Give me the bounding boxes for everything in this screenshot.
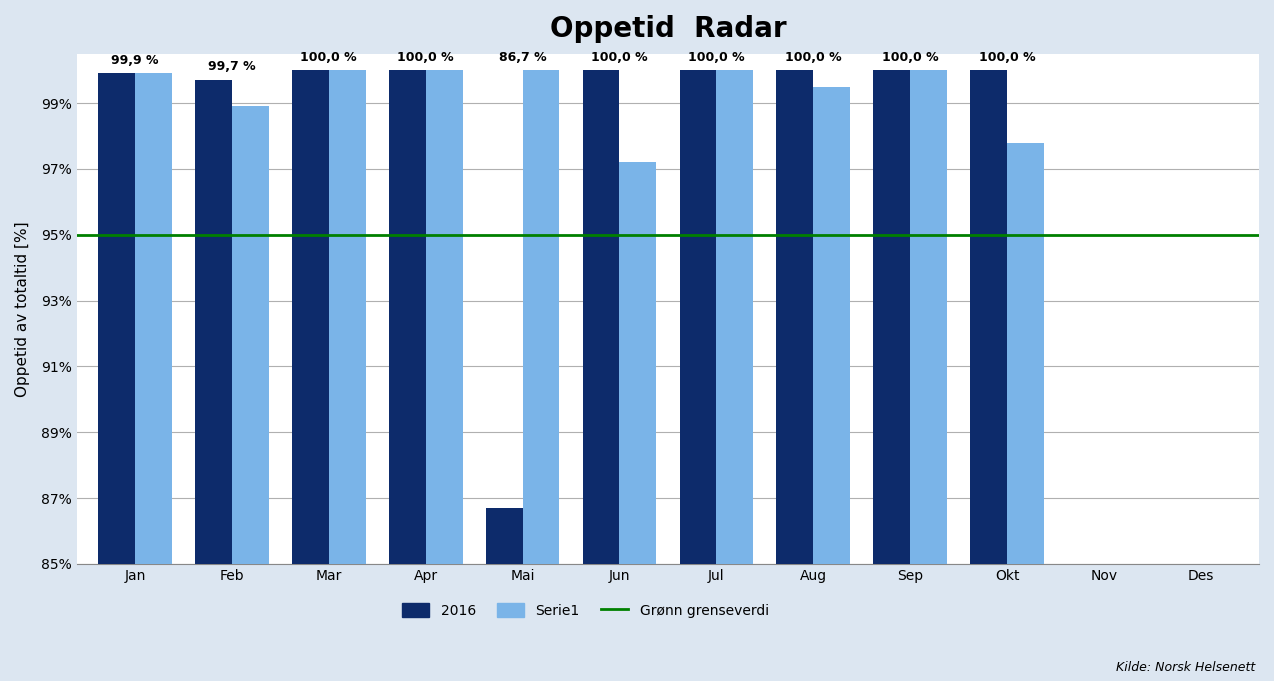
- Bar: [389, 70, 426, 564]
- Bar: [910, 70, 947, 564]
- Text: 100,0 %: 100,0 %: [785, 50, 842, 63]
- Bar: [232, 106, 269, 564]
- Text: 100,0 %: 100,0 %: [591, 50, 647, 63]
- Text: 86,7 %: 86,7 %: [498, 50, 547, 63]
- Text: 100,0 %: 100,0 %: [688, 50, 745, 63]
- Text: 100,0 %: 100,0 %: [301, 50, 357, 63]
- Bar: [971, 70, 1006, 564]
- Bar: [292, 70, 329, 564]
- Bar: [329, 70, 366, 564]
- Text: Kilde: Norsk Helsenett: Kilde: Norsk Helsenett: [1116, 661, 1255, 674]
- Text: 99,7 %: 99,7 %: [208, 61, 256, 74]
- Bar: [874, 70, 910, 564]
- Bar: [426, 70, 462, 564]
- Bar: [582, 70, 619, 564]
- Bar: [522, 70, 559, 564]
- Title: Oppetid  Radar: Oppetid Radar: [549, 15, 786, 43]
- Text: 100,0 %: 100,0 %: [882, 50, 939, 63]
- Bar: [195, 80, 232, 564]
- Legend: 2016, Serie1, Grønn grenseverdi: 2016, Serie1, Grønn grenseverdi: [396, 597, 775, 623]
- Bar: [619, 162, 656, 564]
- Bar: [776, 70, 813, 564]
- Bar: [98, 74, 135, 564]
- Text: 100,0 %: 100,0 %: [978, 50, 1036, 63]
- Y-axis label: Oppetid av totaltid [%]: Oppetid av totaltid [%]: [15, 221, 31, 396]
- Text: 99,9 %: 99,9 %: [111, 54, 159, 67]
- Bar: [679, 70, 716, 564]
- Bar: [1006, 142, 1043, 564]
- Bar: [135, 74, 172, 564]
- Bar: [716, 70, 753, 564]
- Bar: [813, 86, 850, 564]
- Bar: [485, 508, 522, 564]
- Text: 100,0 %: 100,0 %: [397, 50, 454, 63]
